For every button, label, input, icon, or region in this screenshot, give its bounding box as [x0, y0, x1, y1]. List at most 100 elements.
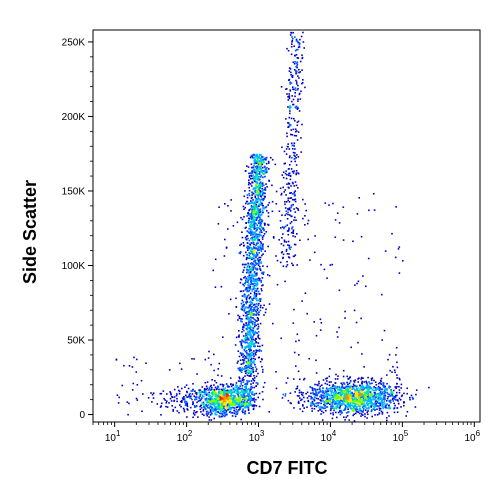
event-point [240, 352, 242, 355]
event-point [263, 172, 266, 175]
event-point [364, 395, 366, 398]
event-point [377, 405, 380, 408]
event-point [236, 402, 238, 404]
event-point [117, 402, 120, 404]
event-point [249, 226, 252, 229]
event-point [261, 254, 263, 257]
event-point [255, 385, 258, 387]
event-point [210, 363, 212, 366]
event-point [344, 386, 346, 389]
event-point [320, 322, 323, 324]
event-point [250, 362, 253, 364]
event-point [247, 231, 250, 233]
event-point [242, 353, 245, 355]
event-point [378, 387, 381, 390]
event-point [340, 382, 342, 385]
event-point [292, 322, 295, 324]
event-point [252, 317, 254, 319]
event-point [248, 304, 251, 307]
event-point [254, 339, 256, 342]
y-tick-label: 100K [62, 261, 86, 272]
event-point [229, 406, 232, 409]
event-point [349, 376, 351, 378]
event-point [359, 394, 361, 397]
event-point [184, 386, 186, 388]
event-point [256, 154, 259, 157]
event-point [185, 396, 188, 398]
event-point [340, 404, 343, 406]
event-point [357, 411, 360, 414]
event-point [214, 386, 217, 389]
event-point [255, 268, 257, 270]
event-point [211, 379, 213, 381]
event-point [249, 328, 252, 331]
event-point [295, 219, 297, 221]
event-point [236, 362, 239, 364]
event-point [362, 396, 364, 398]
event-point [389, 369, 391, 372]
event-point [226, 396, 229, 399]
event-point [340, 387, 343, 389]
event-point [302, 392, 304, 394]
event-point [295, 72, 297, 75]
event-point [262, 247, 264, 249]
event-point [289, 222, 292, 225]
event-point [282, 186, 284, 189]
event-point [258, 163, 261, 165]
event-point [257, 158, 259, 161]
event-point [344, 407, 347, 410]
event-point [147, 397, 150, 399]
event-point [251, 290, 253, 292]
event-point [296, 121, 299, 124]
event-point [291, 170, 294, 173]
event-point [361, 399, 364, 401]
event-point [332, 400, 334, 403]
event-point [295, 340, 297, 343]
event-point [371, 409, 373, 412]
event-point [384, 394, 387, 397]
event-point [259, 159, 262, 162]
event-point [374, 387, 377, 389]
event-point [256, 153, 258, 156]
event-point [282, 265, 285, 267]
event-point [253, 213, 256, 215]
event-point [208, 401, 211, 403]
event-point [211, 409, 214, 412]
event-point [365, 285, 367, 288]
event-point [256, 306, 258, 308]
event-point [353, 413, 355, 415]
event-point [314, 389, 317, 391]
event-point [248, 356, 251, 359]
event-point [250, 229, 252, 232]
event-point [206, 414, 208, 417]
event-point [290, 205, 293, 207]
event-point [293, 191, 296, 194]
event-point [252, 192, 255, 195]
event-point [248, 402, 250, 404]
event-point [279, 220, 282, 222]
event-point [338, 403, 341, 405]
event-point [246, 381, 249, 383]
event-point [259, 162, 262, 164]
event-point [251, 391, 254, 393]
event-point [254, 190, 256, 193]
event-point [185, 402, 187, 405]
event-point [383, 397, 386, 399]
event-point [244, 289, 247, 291]
event-point [245, 355, 247, 358]
event-point [246, 289, 249, 292]
event-point [254, 264, 257, 267]
event-point [292, 255, 295, 258]
event-point [246, 242, 249, 244]
event-point [398, 377, 401, 380]
event-point [262, 284, 264, 286]
event-point [255, 283, 257, 285]
event-point [261, 160, 263, 163]
event-point [301, 54, 303, 56]
event-point [360, 393, 363, 396]
event-point [381, 392, 383, 395]
event-point [245, 281, 247, 283]
event-point [241, 236, 244, 239]
event-point [261, 163, 264, 166]
event-point [318, 380, 320, 383]
